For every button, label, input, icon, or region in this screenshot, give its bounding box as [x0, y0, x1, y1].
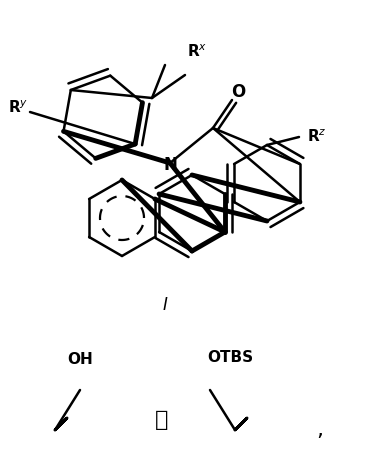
- Text: N: N: [163, 156, 177, 174]
- Text: R$^y$: R$^y$: [8, 100, 28, 116]
- Text: R$^x$: R$^x$: [187, 44, 207, 60]
- Text: I: I: [162, 296, 168, 314]
- Text: O: O: [231, 83, 245, 101]
- Text: OH: OH: [67, 352, 93, 368]
- Text: ,: ,: [316, 420, 323, 440]
- Text: R$^z$: R$^z$: [307, 129, 327, 145]
- Text: 或: 或: [155, 410, 169, 430]
- Text: OTBS: OTBS: [207, 351, 253, 365]
